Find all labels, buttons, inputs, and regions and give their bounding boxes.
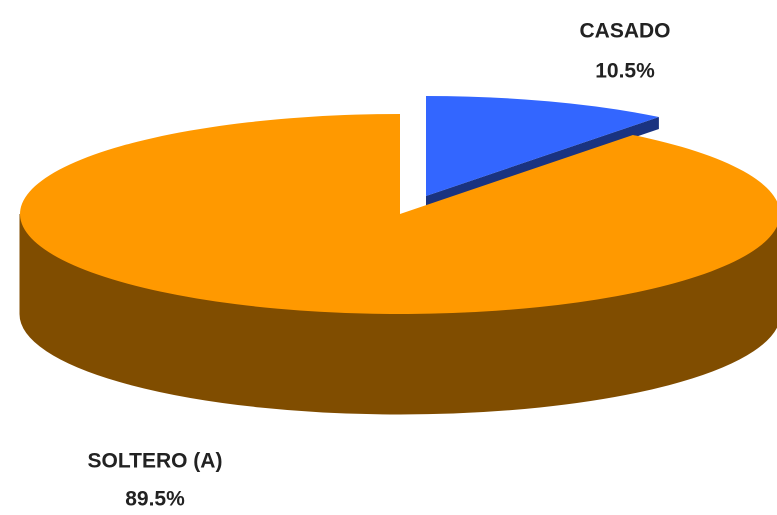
slice-value-label: 89.5% — [125, 488, 185, 511]
slice — [20, 114, 777, 314]
slice-value-label: 10.5% — [595, 60, 655, 83]
slice-label: SOLTERO (A) — [88, 450, 223, 473]
slice-face — [426, 116, 659, 208]
slice-label: CASADO — [579, 20, 670, 43]
slice — [426, 96, 659, 196]
